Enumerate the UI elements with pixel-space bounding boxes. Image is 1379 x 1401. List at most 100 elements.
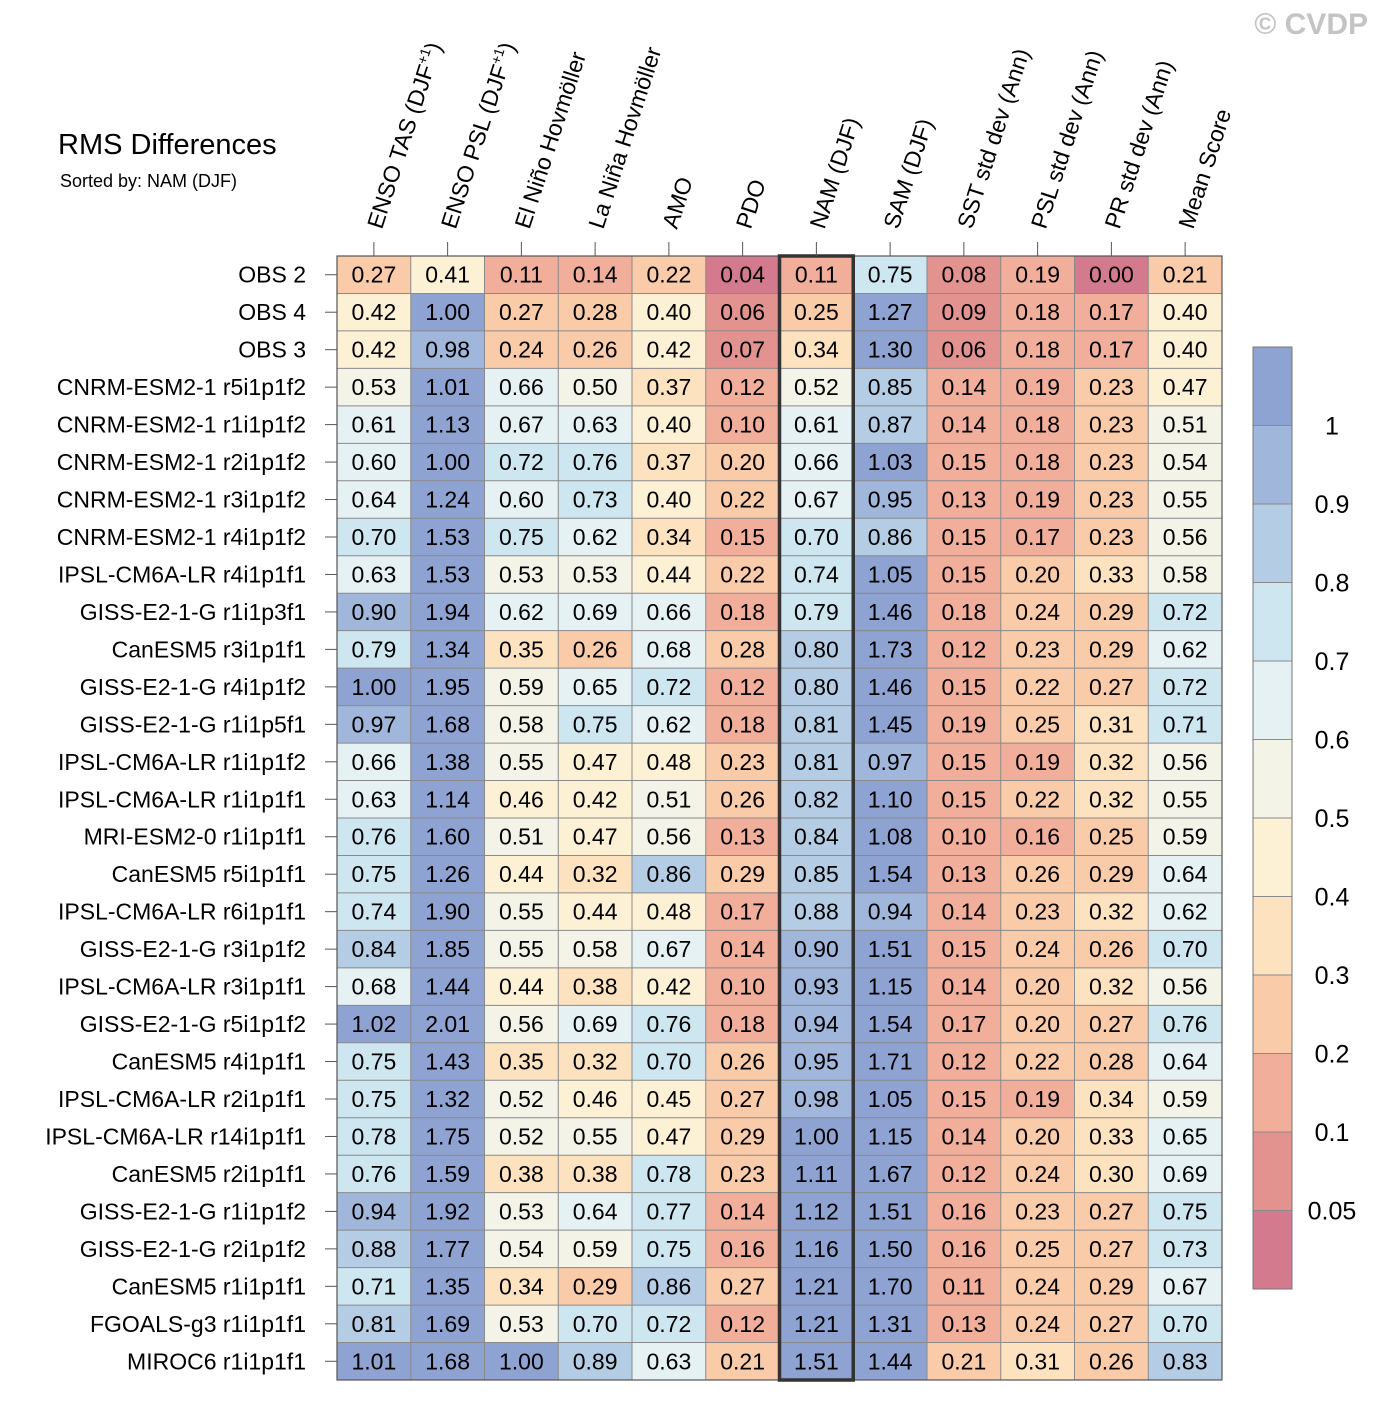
- heatmap-cell: [1000, 1230, 1075, 1268]
- cell-value: 0.15: [941, 786, 986, 812]
- cell-value: 0.53: [351, 374, 396, 400]
- cell-value: 1.00: [794, 1123, 839, 1149]
- heatmap-cell: [410, 555, 485, 594]
- cell-value: 0.16: [1015, 824, 1060, 850]
- cell-value: 0.44: [499, 861, 544, 887]
- colorbar-swatch: [1252, 425, 1293, 505]
- heatmap-cell: [484, 1042, 559, 1081]
- heatmap-cell: [1148, 743, 1222, 781]
- heatmap-cell: [853, 705, 927, 744]
- cell-value: 0.72: [646, 674, 691, 700]
- cell-value: 0.10: [720, 974, 765, 1000]
- heatmap-cell: [853, 256, 927, 294]
- heatmap-cell: [410, 930, 485, 968]
- cell-value: 0.06: [941, 337, 986, 363]
- cell-value: 1.85: [425, 936, 470, 962]
- heatmap-cell: [1074, 705, 1149, 744]
- heatmap-cell: [853, 743, 927, 781]
- cell-value: 0.76: [1163, 1011, 1208, 1037]
- cell-value: 0.85: [794, 861, 839, 887]
- cell-value: 0.98: [425, 337, 470, 363]
- heatmap-cell: [1074, 780, 1149, 818]
- heatmap-cell: [632, 480, 706, 519]
- heatmap-cell: [1148, 443, 1222, 481]
- heatmap-cell: [410, 1080, 485, 1118]
- cell-value: 0.85: [868, 374, 913, 400]
- cell-value: 0.64: [351, 487, 396, 513]
- cell-value: 1.14: [425, 786, 470, 812]
- cell-value: 0.27: [720, 1086, 765, 1112]
- cell-value: 1.08: [868, 824, 913, 850]
- heatmap-cell: [410, 593, 485, 631]
- heatmap-cell: [779, 1305, 854, 1343]
- cell-value: 0.56: [1163, 749, 1208, 775]
- cell-value: 0.23: [1089, 449, 1134, 475]
- cell-value: 0.17: [1089, 299, 1134, 325]
- heatmap-cell: [927, 818, 1001, 856]
- heatmap-cell: [1000, 705, 1075, 744]
- cell-value: 0.70: [573, 1311, 618, 1337]
- cell-value: 0.14: [941, 1123, 986, 1149]
- cell-value: 0.95: [794, 1049, 839, 1075]
- heatmap-cell: [1000, 743, 1075, 781]
- cell-value: 0.17: [1089, 337, 1134, 363]
- row-label-ipsl-cm6a-lr-r1i1p1f1: IPSL-CM6A-LR r1i1p1f1: [58, 786, 306, 812]
- heatmap-cell: [779, 368, 854, 406]
- cell-value: 0.97: [351, 711, 396, 737]
- heatmap-cell: [632, 1192, 706, 1231]
- heatmap-cell: [1000, 1342, 1075, 1380]
- row-label-ipsl-cm6a-lr-r14i1p1f1: IPSL-CM6A-LR r14i1p1f1: [45, 1123, 306, 1149]
- cell-value: 0.74: [794, 561, 839, 587]
- cell-value: 1.16: [794, 1236, 839, 1262]
- heatmap-cell: [1000, 967, 1075, 1006]
- colorbar-swatch: [1252, 974, 1293, 1054]
- heatmap-cell: [632, 293, 706, 331]
- heatmap-cell: [337, 1155, 411, 1193]
- row-label-canesm5-r3i1p1f1: CanESM5 r3i1p1f1: [112, 636, 306, 662]
- cell-value: 0.42: [646, 337, 691, 363]
- cell-value: 0.19: [1015, 262, 1060, 288]
- cell-value: 0.17: [1015, 524, 1060, 550]
- heatmap-cell: [1000, 1117, 1075, 1156]
- cell-value: 0.86: [646, 1273, 691, 1299]
- cell-value: 1.45: [868, 711, 913, 737]
- heatmap-cell: [558, 405, 632, 444]
- row-label-giss-e2-1-g-r3i1p1f2: GISS-E2-1-G r3i1p1f2: [80, 936, 306, 962]
- heatmap-cell: [1074, 480, 1149, 519]
- cell-value: 0.71: [351, 1273, 396, 1299]
- heatmap-cell: [779, 330, 854, 369]
- heatmap-cell: [632, 855, 706, 893]
- cell-value: 0.98: [794, 1086, 839, 1112]
- cell-value: 0.17: [720, 899, 765, 925]
- cell-value: 0.14: [720, 1198, 765, 1224]
- cell-value: 1.30: [868, 337, 913, 363]
- cell-value: 1.54: [868, 861, 913, 887]
- heatmap-cell: [1148, 668, 1222, 706]
- cell-value: 0.10: [720, 412, 765, 438]
- heatmap-cell: [779, 818, 854, 856]
- heatmap-cell: [1000, 855, 1075, 893]
- heatmap-cell: [1148, 1305, 1222, 1343]
- heatmap-cell: [337, 443, 411, 481]
- heatmap-cell: [1000, 518, 1075, 556]
- cell-value: 0.14: [941, 899, 986, 925]
- cell-value: 0.32: [573, 861, 618, 887]
- heatmap-cell: [484, 593, 559, 631]
- heatmap-cell: [337, 1342, 411, 1380]
- heatmap-cell: [410, 705, 485, 744]
- heatmap-cell: [632, 892, 706, 931]
- cell-value: 0.28: [573, 299, 618, 325]
- heatmap-cell: [632, 1005, 706, 1043]
- heatmap-cell: [558, 1005, 632, 1043]
- cell-value: 0.80: [794, 674, 839, 700]
- cell-value: 0.58: [573, 936, 618, 962]
- cell-value: 1.11: [795, 1161, 838, 1187]
- cell-value: 0.10: [941, 824, 986, 850]
- heatmap-cell: [410, 743, 485, 781]
- row-label-cnrm-esm2-1-r3i1p1f2: CNRM-ESM2-1 r3i1p1f2: [57, 487, 306, 513]
- cell-value: 0.56: [1163, 974, 1208, 1000]
- cell-value: 1.34: [425, 636, 470, 662]
- cell-value: 0.23: [1089, 412, 1134, 438]
- heatmap-cell: [410, 855, 485, 893]
- heatmap-cell: [558, 368, 632, 406]
